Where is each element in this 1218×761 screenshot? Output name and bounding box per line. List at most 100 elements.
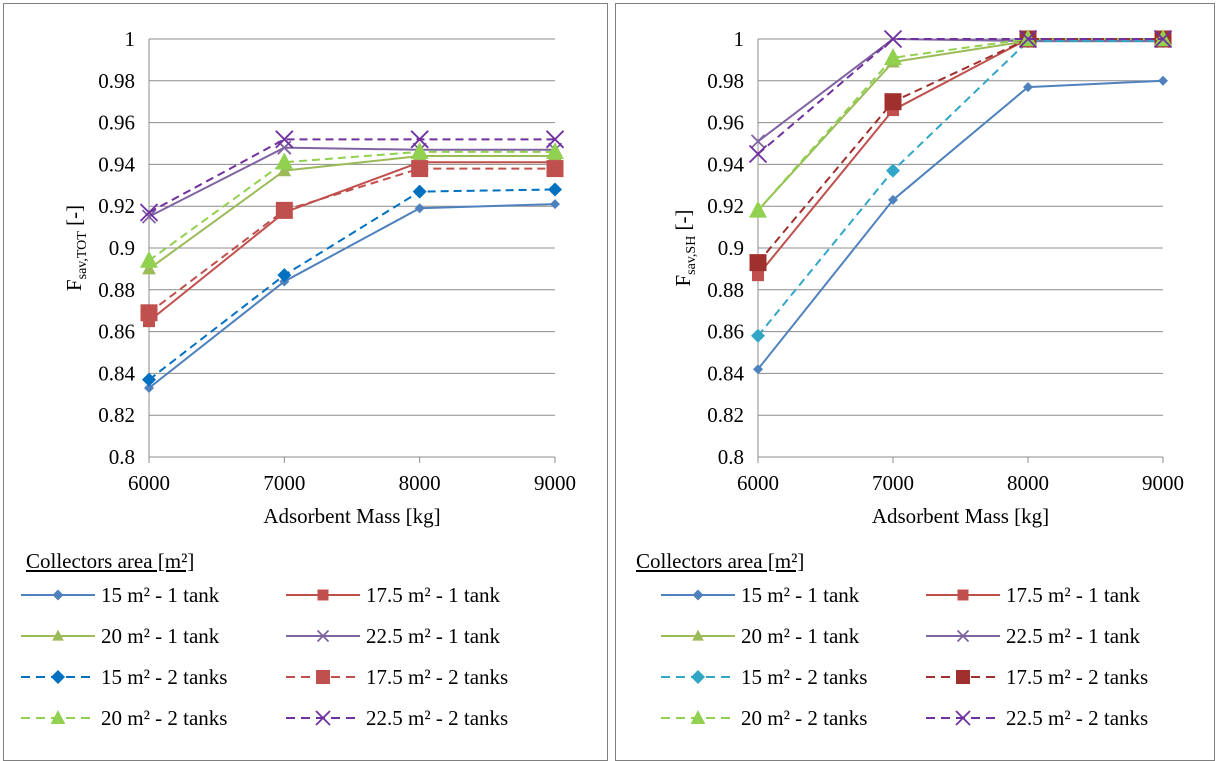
legend-label: 17.5 m² - 2 tanks: [366, 664, 509, 689]
legend-item: 20 m² - 1 tank: [659, 620, 924, 652]
y-axis-label-unit: [-]: [62, 205, 86, 231]
series-line: [148, 161, 555, 322]
x-tick-label: 8000: [1007, 471, 1049, 495]
y-tick-label: 0.84: [707, 361, 744, 385]
series-line: [148, 150, 555, 262]
square-marker: [546, 160, 564, 178]
square-marker: [140, 304, 158, 322]
x-marker: [750, 134, 766, 149]
y-tick-label: 0.82: [98, 403, 135, 427]
x-tick-label: 6000: [737, 471, 779, 495]
y-tick-label: 0.88: [707, 278, 744, 302]
y-tick-label: 0.9: [718, 236, 744, 260]
legend-item: 15 m² - 2 tanks: [659, 661, 924, 693]
series-line: [757, 79, 1164, 370]
legend-swatch: [286, 589, 360, 601]
series-line: [148, 146, 555, 218]
x-marker-stroke: [750, 134, 766, 149]
legend-swatch: [21, 670, 95, 684]
x-marker-stroke: [883, 29, 903, 49]
diamond-marker: [691, 670, 705, 684]
square-marker: [317, 589, 329, 601]
legend-title: Collectors area [m²]: [26, 549, 195, 573]
legend-swatch: [661, 629, 735, 641]
square-marker: [957, 589, 969, 601]
series-line: [757, 38, 1163, 276]
x-marker: [1018, 29, 1038, 49]
square-marker: [316, 670, 330, 684]
legend-swatch: [286, 710, 360, 726]
series-line: [757, 38, 1163, 143]
x-tick-label: 7000: [263, 471, 305, 495]
y-tick-label: 0.86: [98, 320, 135, 344]
legend-item: 17.5 m² - 1 tank: [924, 579, 1189, 611]
x-marker: [410, 130, 429, 149]
series-line: [757, 38, 1163, 212]
x-axis-label: Adsorbent Mass [kg]: [872, 504, 1049, 528]
legend-item: 15 m² - 1 tank: [659, 579, 924, 611]
y-axis-label: Fsav,SH [-]: [671, 209, 699, 286]
diamond-marker: [751, 328, 765, 343]
legend-label: 15 m² - 1 tank: [101, 582, 220, 607]
x-marker: [748, 144, 768, 164]
y-tick-label: 0.98: [98, 69, 135, 93]
x-marker: [956, 629, 970, 643]
y-tick-label: 0.96: [707, 111, 744, 135]
legend-label: 17.5 m² - 1 tank: [1006, 582, 1141, 607]
triangle-marker: [1154, 29, 1172, 47]
x-axis-label: Adsorbent Mass [kg]: [263, 504, 440, 528]
diamond-marker: [142, 372, 156, 387]
legend-swatch: [661, 709, 735, 724]
diamond-marker: [548, 182, 562, 197]
chart-left-legend: 15 m² - 1 tank 17.5 m² - 1 tank 20 m² - 1 …: [19, 579, 549, 734]
diamond-marker: [51, 670, 65, 684]
x-tick-label: 9000: [1142, 471, 1184, 495]
x-tick-label: 6000: [128, 471, 170, 495]
triangle-marker: [884, 48, 902, 66]
x-marker-stroke: [275, 130, 294, 149]
y-tick-label: 0.94: [707, 152, 744, 176]
legend-label: 20 m² - 1 tank: [741, 623, 860, 648]
legend-item: 15 m² - 1 tank: [19, 579, 284, 611]
legend-label: 15 m² - 2 tanks: [101, 664, 228, 689]
x-marker-stroke: [315, 710, 331, 726]
y-axis-label: Fsav,TOT [-]: [62, 205, 90, 291]
y-axis-label-subscript: sav,TOT: [75, 231, 90, 280]
y-axis-label-unit: [-]: [671, 209, 695, 235]
triangle-marker: [277, 163, 292, 177]
triangle-marker: [275, 152, 294, 170]
diamond-marker: [753, 364, 763, 375]
y-tick-label: 0.96: [98, 111, 135, 135]
legend-item: 17.5 m² - 2 tanks: [284, 661, 549, 693]
y-tick-label: 0.86: [707, 320, 744, 344]
y-tick-label: 0.8: [718, 445, 744, 469]
x-marker-stroke: [1153, 29, 1173, 49]
legend-swatch: [926, 589, 1000, 601]
x-tick-label: 9000: [534, 471, 576, 495]
square-marker: [884, 93, 902, 111]
y-axis-label-main: F: [671, 275, 695, 287]
diamond-marker: [550, 199, 560, 210]
x-marker-stroke: [141, 209, 157, 224]
legend-swatch: [661, 589, 735, 601]
legend-item: 22.5 m² - 1 tank: [924, 620, 1189, 652]
series-line: [148, 155, 555, 270]
legend-swatch: [21, 709, 95, 724]
legend-swatch: [286, 670, 360, 684]
legend-label: 20 m² - 1 tank: [101, 623, 220, 648]
triangle-marker: [1019, 29, 1037, 47]
chart-panel-right: 0.8 0.82 0.84 0.86 0.88 0.9 0.92 0.94 0.96 0.98 1 6…: [615, 3, 1215, 761]
x-tick-label: 8000: [399, 471, 441, 495]
triangle-marker: [410, 142, 429, 160]
square-marker: [956, 670, 970, 684]
legend-swatch: [926, 710, 1000, 726]
y-tick-label: 0.8: [109, 445, 135, 469]
triangle-marker: [142, 261, 156, 275]
legend-item: 15 m² - 2 tanks: [19, 661, 284, 693]
legend-swatch: [21, 629, 95, 641]
series-line: [757, 38, 1163, 155]
diamond-marker: [888, 194, 898, 205]
y-tick-label: 0.82: [707, 403, 744, 427]
diamond-marker: [277, 268, 292, 283]
x-marker: [139, 203, 159, 222]
